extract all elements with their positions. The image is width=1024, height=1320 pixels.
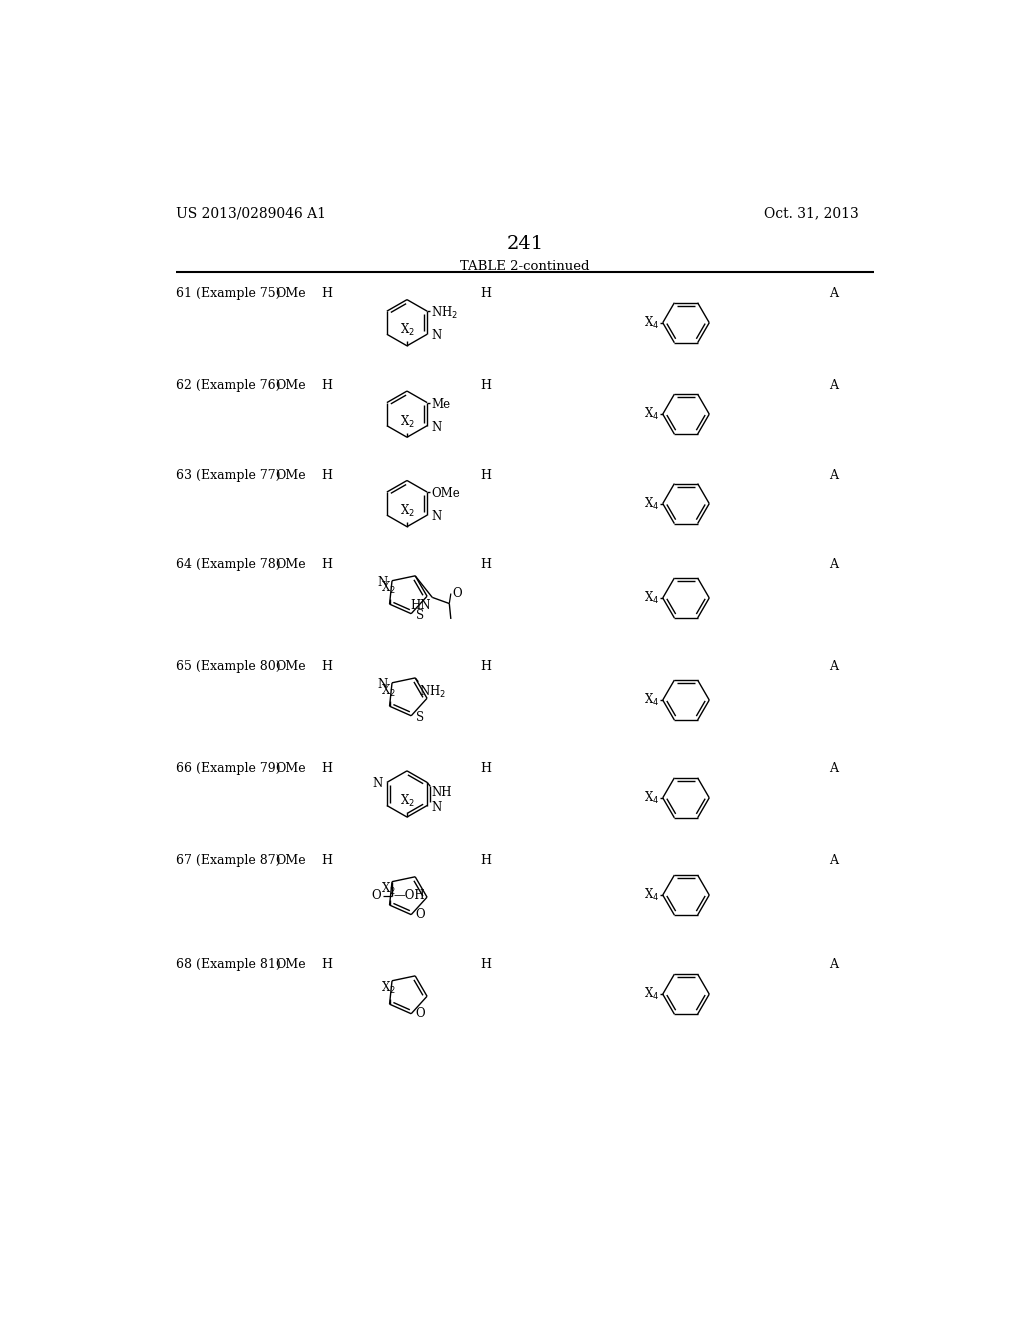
Text: OMe: OMe [275,558,306,572]
Text: X$_4$: X$_4$ [644,887,659,903]
Text: A: A [829,660,839,673]
Text: HN: HN [411,599,431,612]
Text: N: N [373,777,383,791]
Text: X$_4$: X$_4$ [644,986,659,1002]
Text: A: A [829,958,839,972]
Text: 64 (Example 78): 64 (Example 78) [176,558,281,572]
Text: O: O [416,1007,425,1020]
Text: H: H [322,379,333,392]
Text: A: A [829,470,839,483]
Text: A: A [829,558,839,572]
Text: N: N [431,421,441,434]
Text: N: N [377,576,387,589]
Text: TABLE 2-continued: TABLE 2-continued [460,260,590,273]
Text: OMe: OMe [275,854,306,867]
Text: X$_2$: X$_2$ [399,322,415,338]
Text: H: H [480,854,492,867]
Text: H: H [322,660,333,673]
Text: A: A [829,379,839,392]
Text: NH: NH [431,787,452,799]
Text: A: A [829,854,839,867]
Text: X$_4$: X$_4$ [644,692,659,708]
Text: X$_2$: X$_2$ [381,682,395,698]
Text: X$_2$: X$_2$ [381,981,395,997]
Text: X$_4$: X$_4$ [644,495,659,512]
Text: OMe: OMe [431,487,460,500]
Text: X$_4$: X$_4$ [644,314,659,331]
Text: N: N [377,678,387,690]
Text: OMe: OMe [275,762,306,775]
Text: A: A [829,762,839,775]
Text: 63 (Example 77): 63 (Example 77) [176,470,281,483]
Text: Oct. 31, 2013: Oct. 31, 2013 [764,206,858,220]
Text: H: H [322,854,333,867]
Text: H: H [322,558,333,572]
Text: H: H [480,660,492,673]
Text: S: S [416,711,424,723]
Text: H: H [480,379,492,392]
Text: N: N [431,511,441,523]
Text: 65 (Example 80): 65 (Example 80) [176,660,281,673]
Text: OMe: OMe [275,660,306,673]
Text: X$_2$: X$_2$ [399,413,415,429]
Text: OMe: OMe [275,379,306,392]
Text: A: A [829,286,839,300]
Text: O: O [453,587,462,601]
Text: 67 (Example 87): 67 (Example 87) [176,854,281,867]
Text: X$_2$: X$_2$ [399,793,415,809]
Text: —OH: —OH [393,890,425,902]
Text: H: H [322,286,333,300]
Text: H: H [322,958,333,972]
Text: Me: Me [431,397,451,411]
Text: OMe: OMe [275,286,306,300]
Text: N: N [431,800,441,813]
Text: H: H [480,286,492,300]
Text: 68 (Example 81): 68 (Example 81) [176,958,281,972]
Text: NH$_2$: NH$_2$ [431,305,458,321]
Text: X$_4$: X$_4$ [644,590,659,606]
Text: X$_2$: X$_2$ [399,503,415,519]
Text: O: O [372,890,381,902]
Text: 61 (Example 75): 61 (Example 75) [176,286,281,300]
Text: X$_4$: X$_4$ [644,789,659,805]
Text: H: H [322,762,333,775]
Text: 62 (Example 76): 62 (Example 76) [176,379,281,392]
Text: X$_2$: X$_2$ [381,882,395,898]
Text: H: H [322,470,333,483]
Text: OMe: OMe [275,958,306,972]
Text: H: H [480,470,492,483]
Text: 241: 241 [506,235,544,253]
Text: X$_4$: X$_4$ [644,407,659,422]
Text: 66 (Example 79): 66 (Example 79) [176,762,281,775]
Text: O: O [416,908,425,921]
Text: N: N [431,329,441,342]
Text: US 2013/0289046 A1: US 2013/0289046 A1 [176,206,326,220]
Text: X$_2$: X$_2$ [381,581,395,597]
Text: H: H [480,558,492,572]
Text: S: S [416,609,424,622]
Text: OMe: OMe [275,470,306,483]
Text: NH$_2$: NH$_2$ [419,684,446,700]
Text: H: H [480,762,492,775]
Text: H: H [480,958,492,972]
